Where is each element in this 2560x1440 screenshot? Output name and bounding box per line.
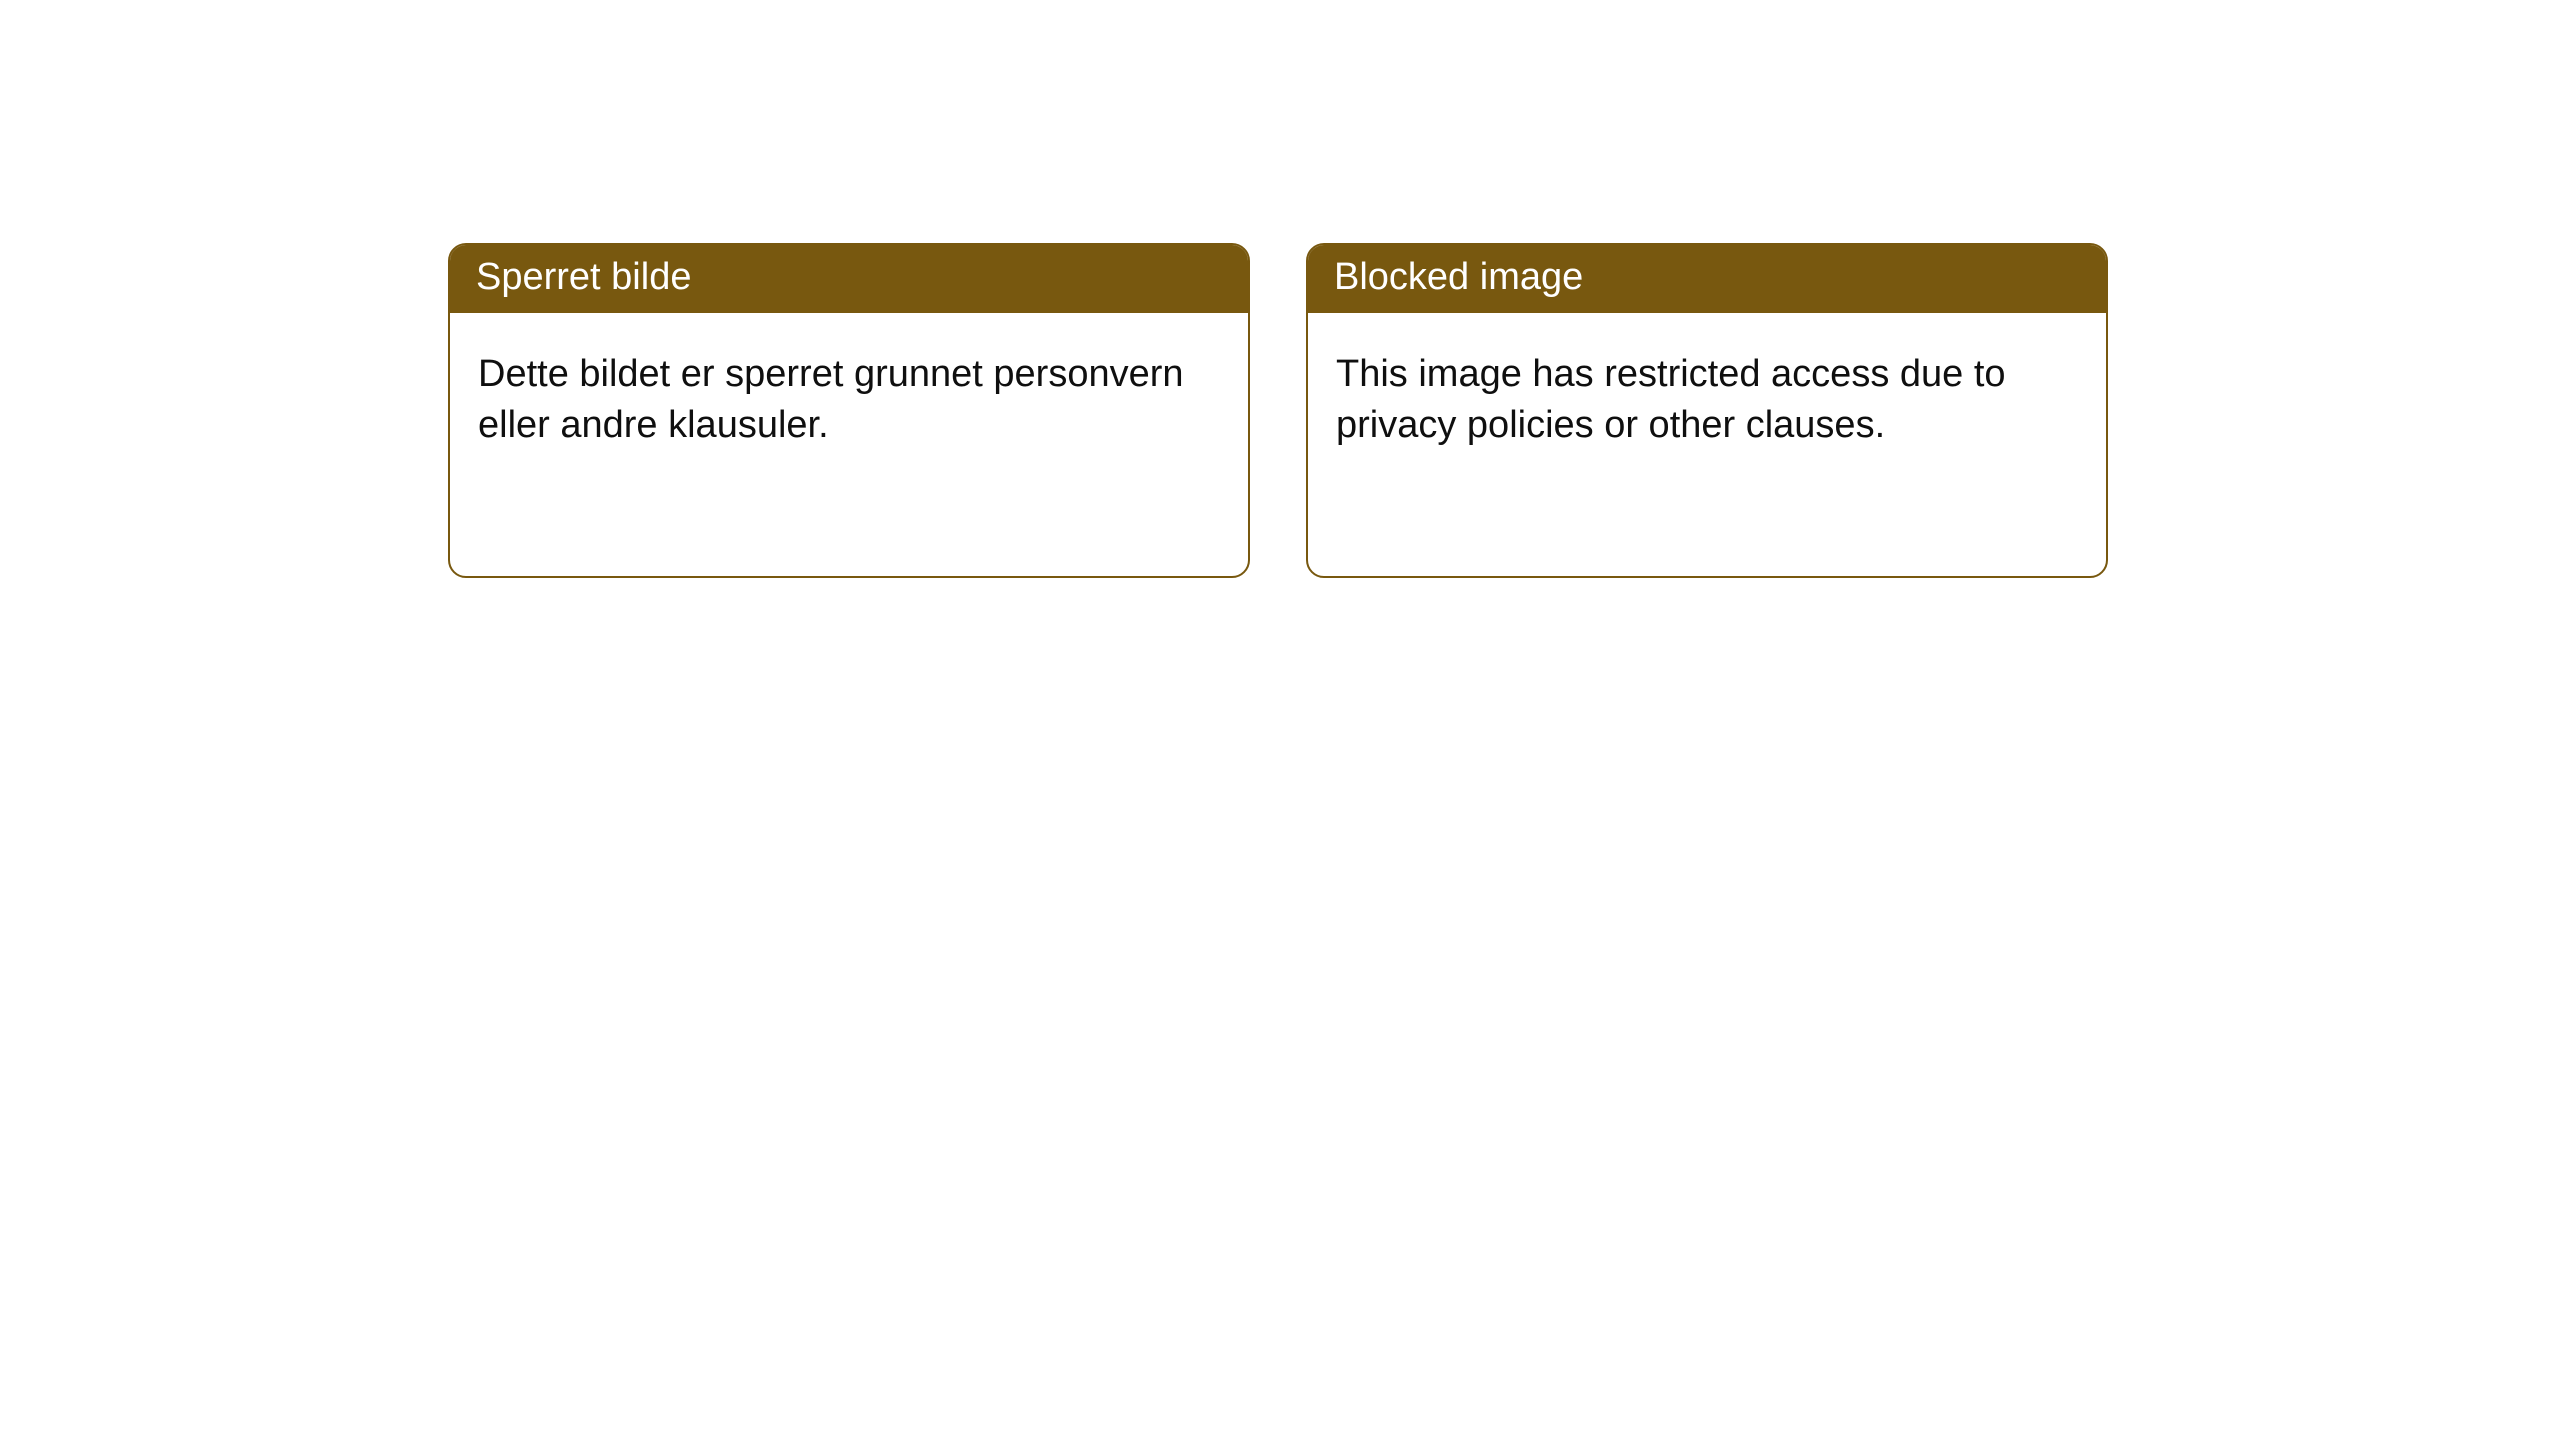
card-title-no: Sperret bilde bbox=[476, 256, 691, 298]
card-body-no: Dette bildet er sperret grunnet personve… bbox=[450, 313, 1248, 488]
card-message-en: This image has restricted access due to … bbox=[1336, 353, 2006, 446]
notice-container: Sperret bilde Dette bildet er sperret gr… bbox=[0, 0, 2560, 578]
card-header-no: Sperret bilde bbox=[450, 245, 1248, 313]
card-body-en: This image has restricted access due to … bbox=[1308, 313, 2106, 488]
card-message-no: Dette bildet er sperret grunnet personve… bbox=[478, 353, 1184, 446]
blocked-image-card-no: Sperret bilde Dette bildet er sperret gr… bbox=[448, 243, 1250, 578]
card-header-en: Blocked image bbox=[1308, 245, 2106, 313]
card-title-en: Blocked image bbox=[1334, 256, 1583, 298]
blocked-image-card-en: Blocked image This image has restricted … bbox=[1306, 243, 2108, 578]
